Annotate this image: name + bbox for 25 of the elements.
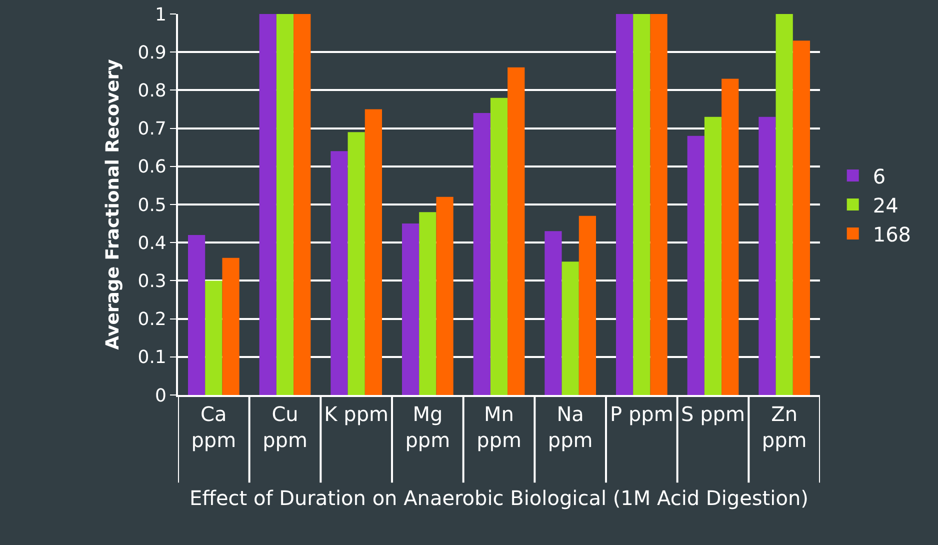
y-tick-label: 0.3 (138, 271, 166, 292)
y-tick-label: 0.1 (138, 347, 166, 368)
y-tick-label: 0.7 (138, 118, 166, 140)
x-tick-label: Zn ppm (762, 402, 807, 452)
x-tick-label: Ca ppm (191, 402, 236, 452)
y-tick-label: 0.5 (138, 194, 166, 216)
legend-label: 168 (872, 222, 912, 246)
x-tick-label: P ppm (610, 402, 674, 426)
y-tick-label: 0.8 (138, 80, 166, 102)
x-tick-label: S ppm (681, 402, 745, 426)
y-tick-label: 0.4 (138, 232, 166, 254)
y-axis-title: Average Fractional Recovery (102, 58, 124, 350)
y-tick-label: 0 (154, 385, 166, 406)
x-axis-title: Effect of Duration on Anaerobic Biological (1M Acid Digestion) (190, 486, 808, 510)
x-tick-label: Mg ppm (405, 402, 450, 452)
y-tick-label: 1 (154, 4, 166, 26)
legend-label: 6 (872, 164, 886, 188)
y-tick-label: 0.6 (138, 156, 166, 178)
y-tick-label: 0.2 (138, 309, 166, 330)
legend-label: 24 (872, 193, 898, 218)
x-tick-label: K ppm (324, 402, 389, 426)
x-tick-label: Cu ppm (262, 402, 308, 452)
x-tick-label: Mn ppm (476, 402, 522, 452)
y-tick-label: 0.9 (138, 42, 166, 64)
x-tick-label: Na ppm (548, 402, 593, 452)
